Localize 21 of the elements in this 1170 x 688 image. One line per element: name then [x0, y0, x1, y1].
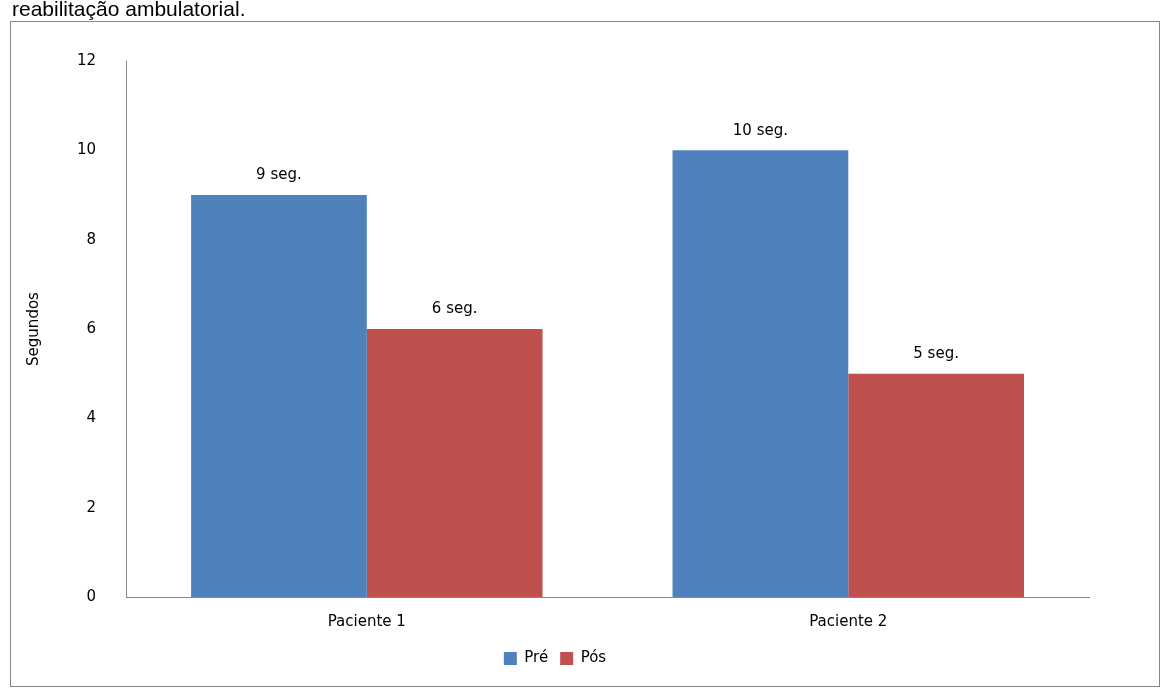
y-tick-label: 2	[86, 497, 97, 516]
legend-label: Pós	[580, 648, 607, 667]
x-tick-label: Paciente 2	[809, 611, 888, 630]
y-axis-title: Segundos	[23, 291, 42, 366]
legend-label: Pré	[524, 648, 549, 667]
y-tick-label: 12	[76, 50, 97, 69]
chart-title: reabilitação ambulatorial.	[12, 0, 246, 20]
y-tick-label: 4	[86, 408, 97, 427]
y-tick-label: 8	[86, 229, 97, 248]
data-label: 10 seg.	[732, 120, 789, 139]
x-tick-label: Paciente 1	[327, 611, 406, 630]
bar	[366, 329, 543, 597]
y-tick-label: 10	[76, 140, 97, 159]
data-label: 9 seg.	[256, 165, 302, 184]
data-label: 5 seg.	[913, 344, 959, 363]
y-tick-label: 6	[86, 318, 97, 337]
bar	[848, 373, 1024, 597]
bar	[191, 195, 367, 597]
bar	[672, 150, 849, 597]
data-label: 6 seg.	[431, 299, 478, 318]
y-tick-label: 0	[86, 586, 97, 605]
